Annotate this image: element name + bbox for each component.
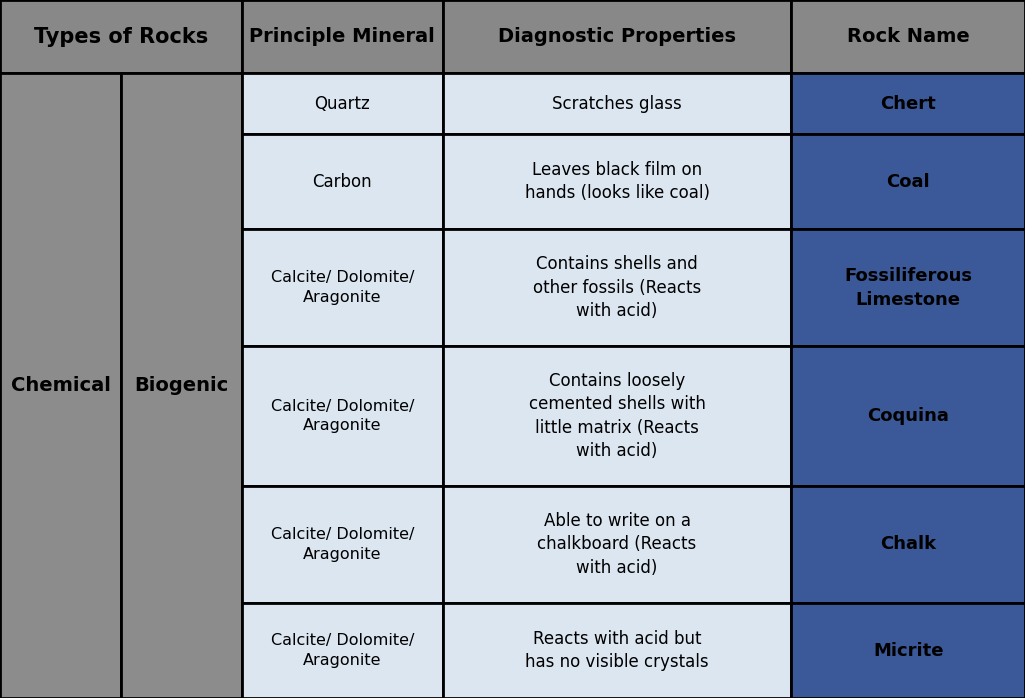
Text: Rock Name: Rock Name [847,27,970,46]
Bar [443,346,791,486]
Text: Leaves black film on
hands (looks like coal): Leaves black film on hands (looks like c… [525,161,709,202]
Bar [791,0,1025,73]
Text: Diagnostic Properties: Diagnostic Properties [498,27,736,46]
Text: Reacts with acid but
has no visible crystals: Reacts with acid but has no visible crys… [525,630,709,671]
Bar [242,0,443,73]
Bar [242,603,443,698]
Text: Principle Mineral: Principle Mineral [249,27,436,46]
Bar [242,229,443,346]
Bar [443,73,791,134]
Text: Coquina: Coquina [867,407,949,425]
Text: Able to write on a
chalkboard (Reacts
with acid): Able to write on a chalkboard (Reacts wi… [537,512,697,577]
Bar [443,603,791,698]
Text: Chemical: Chemical [10,376,111,395]
Bar [443,0,791,73]
Bar [791,486,1025,603]
Text: Biogenic: Biogenic [134,376,229,395]
Bar [791,346,1025,486]
Bar [242,346,443,486]
Bar [0,0,242,73]
Bar [791,229,1025,346]
Text: Calcite/ Dolomite/
Aragonite: Calcite/ Dolomite/ Aragonite [271,399,414,433]
Bar [443,486,791,603]
Bar [242,486,443,603]
Bar [791,603,1025,698]
Bar [791,134,1025,229]
Text: Quartz: Quartz [315,95,370,112]
Bar [242,73,443,134]
Text: Chalk: Chalk [880,535,936,554]
Text: Fossiliferous
Limestone: Fossiliferous Limestone [845,267,972,309]
Bar [791,73,1025,134]
Bar [242,134,443,229]
Text: Contains loosely
cemented shells with
little matrix (Reacts
with acid): Contains loosely cemented shells with li… [529,371,705,461]
Text: Carbon: Carbon [313,172,372,191]
Bar [443,134,791,229]
Text: Calcite/ Dolomite/
Aragonite: Calcite/ Dolomite/ Aragonite [271,270,414,305]
Bar [121,73,242,698]
Text: Chert: Chert [880,95,936,112]
Text: Types of Rocks: Types of Rocks [34,27,208,47]
Text: Calcite/ Dolomite/
Aragonite: Calcite/ Dolomite/ Aragonite [271,527,414,562]
Text: Micrite: Micrite [873,641,943,660]
Bar [0,73,121,698]
Text: Calcite/ Dolomite/
Aragonite: Calcite/ Dolomite/ Aragonite [271,633,414,668]
Text: Coal: Coal [887,172,930,191]
Text: Contains shells and
other fossils (Reacts
with acid): Contains shells and other fossils (React… [533,255,701,320]
Text: Scratches glass: Scratches glass [552,95,682,112]
Bar [443,229,791,346]
